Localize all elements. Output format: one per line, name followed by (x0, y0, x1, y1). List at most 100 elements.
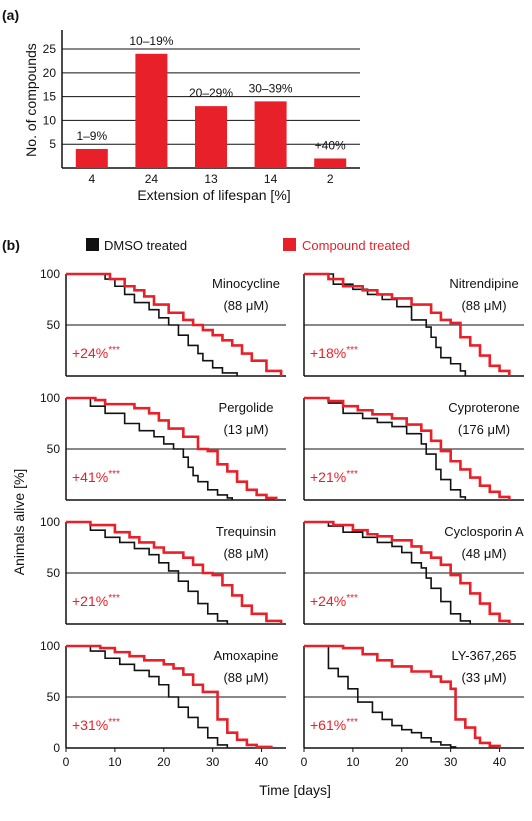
compound-survival-curve (66, 520, 283, 624)
bar-chart-xlabel: Extension of lifespan [%] (137, 187, 290, 203)
legend-swatch-dmso (86, 238, 99, 251)
lifespan-effect-label: +21%*** (310, 469, 358, 485)
significance-stars: *** (346, 345, 358, 356)
survival-subplot: Cyproterone (176 μM) +21%*** (303, 396, 524, 501)
bar-ytick-label: 25 (43, 42, 57, 56)
compound-name: Trequinsin (216, 524, 276, 539)
compound-name: LY-367,265 (451, 648, 516, 663)
subplot-ytick-label: 0 (53, 741, 60, 755)
compound-name: Pergolide (219, 400, 274, 415)
bar-ytick-label: 10 (43, 113, 57, 127)
legend-swatch-compound (283, 238, 296, 251)
bar-chart-ylabel: No. of compounds (23, 43, 39, 157)
compound-survival-curve (66, 396, 278, 500)
legend-label-compound: Compound treated (302, 238, 410, 253)
survival-subplot: 100 50 Trequinsin (88 μM) +21%*** (40, 515, 286, 625)
bar-range-label: 10–19% (129, 34, 173, 48)
bar-chart-xticks: 4 24 13 14 2 (88, 172, 333, 186)
lifespan-effect-label: +24%*** (310, 593, 358, 609)
lifespan-effect-label: +24%*** (72, 345, 120, 361)
subplot-xtick-label: 0 (63, 755, 70, 769)
compound-name: Amoxapine (213, 648, 278, 663)
bar (254, 101, 287, 168)
survival-subplot: 100 50 00 10 20 30 40 Amoxapine (88 μM) +31%*** (40, 639, 286, 769)
subplot-xtick-label: 20 (157, 755, 171, 769)
bar (135, 53, 168, 168)
survival-ylabel: Animals alive [%] (11, 469, 27, 576)
subplot-ytick-label: 50 (47, 318, 61, 332)
significance-stars: *** (108, 717, 120, 728)
bar-category-label: 14 (264, 172, 278, 186)
subplot-xtick-label: 30 (444, 755, 458, 769)
compound-concentration: (33 μM) (461, 670, 506, 685)
bar-ytick-label: 15 (43, 90, 57, 104)
bar-chart-panel: (a) No. of compounds Extension of lifesp… (2, 7, 360, 203)
compound-concentration: (88 μM) (461, 298, 506, 313)
compound-survival-curve (304, 644, 501, 748)
compound-concentration: (88 μM) (223, 670, 268, 685)
panel-b-label: (b) (2, 237, 20, 253)
compound-concentration: (88 μM) (223, 298, 268, 313)
subplot-ytick-label: 50 (47, 566, 61, 580)
bar-category-label: 4 (88, 172, 95, 186)
subplot-xtick-label: 40 (493, 755, 507, 769)
subplot-ytick-label: 100 (40, 515, 60, 529)
subplot-xtick-label: 10 (346, 755, 360, 769)
lifespan-effect-label: +31%*** (72, 717, 120, 733)
compound-name: Minocycline (212, 276, 280, 291)
lifespan-effect-label: +41%*** (72, 469, 120, 485)
bar-chart-range-labels: 1–9% 10–19% 20–29% 30–39% +40% (76, 34, 346, 153)
bar-range-label: 1–9% (76, 129, 107, 143)
subplot-ytick-label: 100 (40, 639, 60, 653)
bar (314, 158, 347, 168)
survival-subplot: Nitrendipine (88 μM) +18%*** (303, 272, 524, 377)
significance-stars: *** (346, 469, 358, 480)
survival-subplot: 100 50 Pergolide (13 μM) +41%*** (40, 391, 286, 501)
compound-survival-curve (304, 396, 511, 500)
survival-xlabel: Time [days] (259, 782, 331, 798)
bar-chart-yticks: 5 10 15 20 25 (43, 42, 57, 151)
lifespan-effect-label: +21%*** (72, 593, 120, 609)
bar (75, 148, 108, 168)
bar-range-label: +40% (315, 138, 346, 152)
subplot-xtick-label: 20 (395, 755, 409, 769)
legend-label-dmso: DMSO treated (104, 238, 187, 253)
compound-concentration: (13 μM) (223, 422, 268, 437)
dmso-survival-curve (304, 645, 457, 748)
survival-subplot: 0 10 20 30 40 LY-367,265 (33 μM) +61%*** (301, 644, 524, 769)
bar-range-label: 30–39% (249, 81, 293, 95)
bar-category-label: 13 (204, 172, 218, 186)
bar-chart-bars (75, 53, 347, 168)
panel-a-label: (a) (2, 7, 19, 23)
subplot-xtick-label: 40 (255, 755, 269, 769)
bar-ytick-label: 20 (43, 66, 57, 80)
bar-ytick-label: 5 (49, 137, 56, 151)
compound-name: Nitrendipine (449, 276, 518, 291)
bar-category-label: 24 (145, 172, 159, 186)
subplot-ytick-label: 100 (40, 391, 60, 405)
significance-stars: *** (108, 345, 120, 356)
compound-concentration: (176 μM) (458, 422, 510, 437)
compound-name: Cyproterone (448, 400, 520, 415)
subplot-xtick-label: 30 (206, 755, 220, 769)
dmso-survival-curve (304, 521, 472, 624)
bar-range-label: 20–29% (189, 86, 233, 100)
lifespan-effect-label: +61%*** (310, 717, 358, 733)
subplot-ytick-label: 50 (47, 442, 61, 456)
dmso-survival-curve (66, 397, 234, 500)
dmso-survival-curve (304, 273, 467, 376)
compound-concentration: (48 μM) (461, 546, 506, 561)
subplot-xtick-label: 10 (108, 755, 122, 769)
significance-stars: *** (346, 717, 358, 728)
dmso-survival-curve (66, 645, 229, 748)
dmso-survival-curve (66, 521, 229, 624)
survival-subplot: Cyclosporin A (48 μM) +24%*** (303, 520, 524, 625)
bar-category-label: 2 (327, 172, 334, 186)
compound-survival-curve (304, 520, 511, 624)
compound-survival-curve (66, 272, 283, 376)
dmso-survival-curve (304, 397, 467, 500)
survival-subplot: 100 50 Minocycline (88 μM) +24%*** (40, 267, 286, 377)
subplot-xtick-label: 0 (301, 755, 308, 769)
compound-concentration: (88 μM) (223, 546, 268, 561)
